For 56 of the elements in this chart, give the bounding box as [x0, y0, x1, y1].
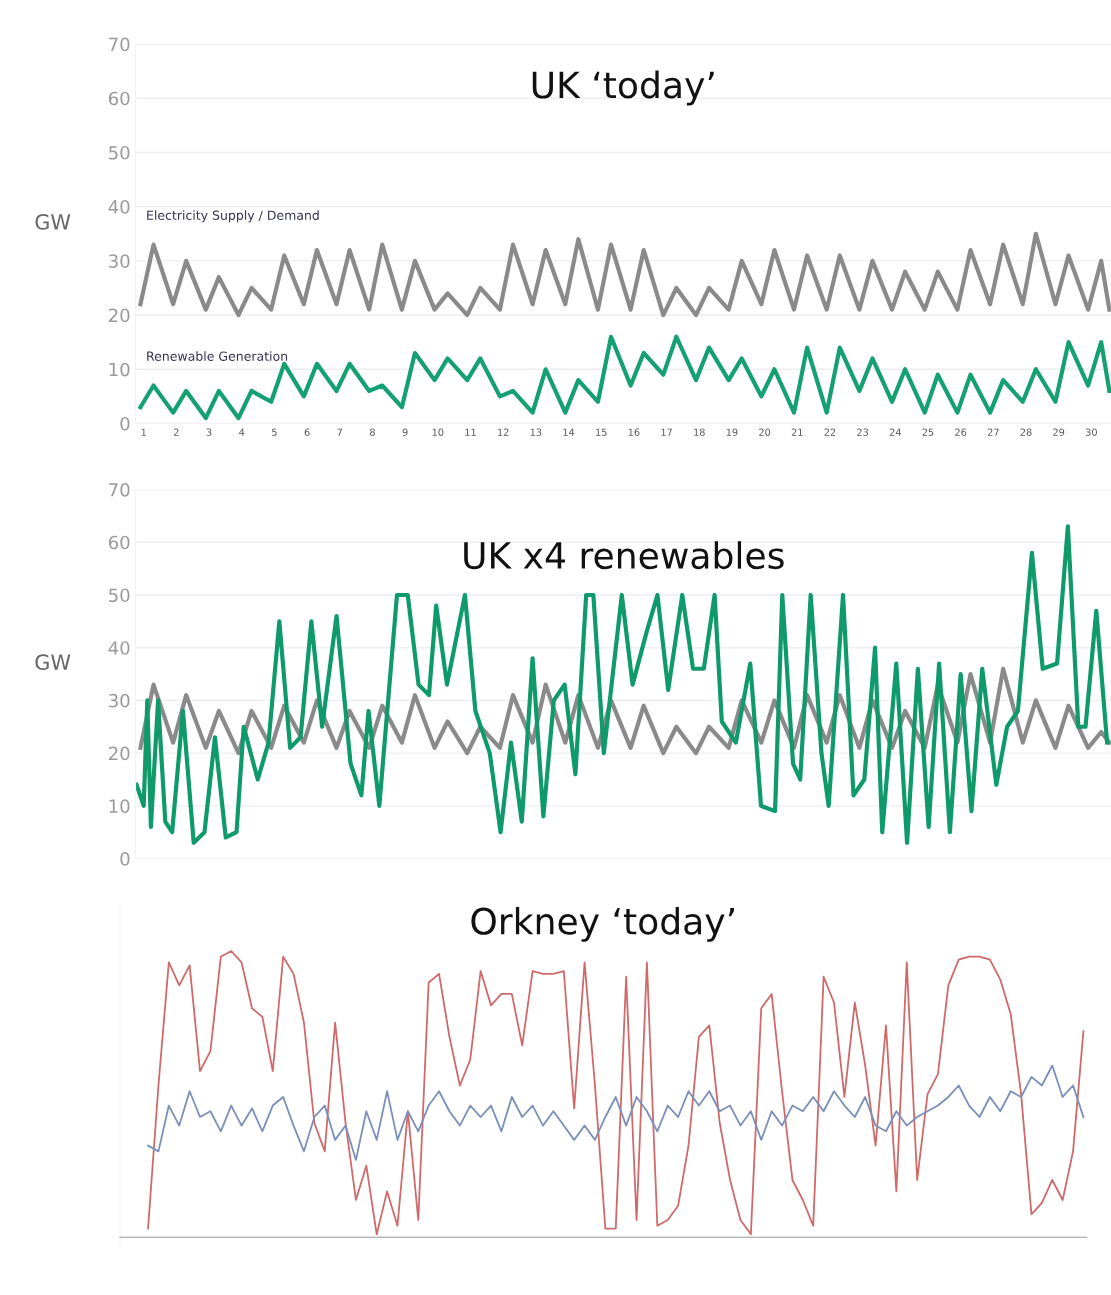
y-axis-title: GW	[35, 213, 71, 230]
x-tick-label: 4	[239, 428, 245, 436]
x-tick-label: 28	[1020, 428, 1032, 436]
y-tick-label: 30	[109, 693, 130, 708]
y-tick-label: 20	[109, 308, 130, 323]
series-label: Renewable Generation	[147, 351, 288, 361]
y-axis-title: GW	[35, 654, 71, 671]
x-tick-label: 26	[955, 428, 967, 436]
y-tick-label: 0	[120, 852, 130, 866]
x-tick-label: 5	[272, 428, 277, 436]
y-tick-label: 60	[108, 535, 130, 550]
y-tick-label: 50	[109, 588, 130, 603]
x-tick-label: 13	[530, 428, 542, 436]
y-tick-label: 40	[108, 200, 130, 214]
y-tick-label: 0	[120, 416, 130, 431]
x-tick-label: 17	[661, 428, 672, 436]
y-tick-label: 10	[109, 799, 130, 813]
x-tick-label: 20	[759, 428, 771, 436]
x-tick-label: 23	[857, 428, 869, 436]
y-tick-label: 60	[108, 91, 130, 106]
y-tick-label: 50	[109, 145, 130, 160]
x-tick-label: 29	[1053, 428, 1065, 436]
text: UK x4 renewables	[464, 541, 784, 570]
line-series	[135, 524, 1110, 845]
x-tick-label: 3	[206, 428, 212, 436]
x-tick-label: 12	[498, 428, 509, 436]
y-tick-label: 40	[108, 641, 130, 655]
x-tick-label: 24	[889, 428, 901, 436]
series-label: Electricity Supply / Demand	[147, 210, 319, 223]
x-tick-label: 19	[726, 428, 738, 436]
text: UK ‘today’	[532, 70, 714, 106]
y-tick-label: 70	[109, 37, 130, 52]
line-series	[138, 334, 1111, 421]
x-tick-label: 16	[628, 428, 640, 436]
x-tick-label: 30	[1085, 428, 1097, 436]
x-tick-label: 27	[987, 428, 999, 436]
y-tick-label: 10	[109, 362, 130, 377]
y-tick-label: 30	[109, 254, 130, 268]
line-series	[138, 231, 1111, 318]
x-tick-label: 9	[402, 428, 408, 436]
x-tick-label: 7	[337, 428, 343, 436]
x-tick-label: 15	[596, 428, 607, 436]
x-tick-label: 6	[304, 428, 310, 436]
x-tick-label: 8	[370, 428, 375, 436]
y-tick-label: 20	[109, 746, 130, 761]
x-tick-label: 21	[791, 428, 803, 436]
x-tick-label: 2	[174, 428, 179, 436]
x-tick-label: 14	[563, 428, 575, 436]
x-tick-label: 25	[922, 428, 934, 436]
x-tick-label: 22	[824, 428, 836, 436]
x-tick-label: 1	[141, 428, 146, 436]
x-tick-label: 10	[432, 428, 444, 436]
x-tick-label: 11	[465, 428, 476, 436]
chart-title: Orkney ‘today’	[471, 906, 734, 942]
y-tick-label: 70	[109, 482, 130, 497]
x-tick-label: 18	[694, 428, 705, 436]
